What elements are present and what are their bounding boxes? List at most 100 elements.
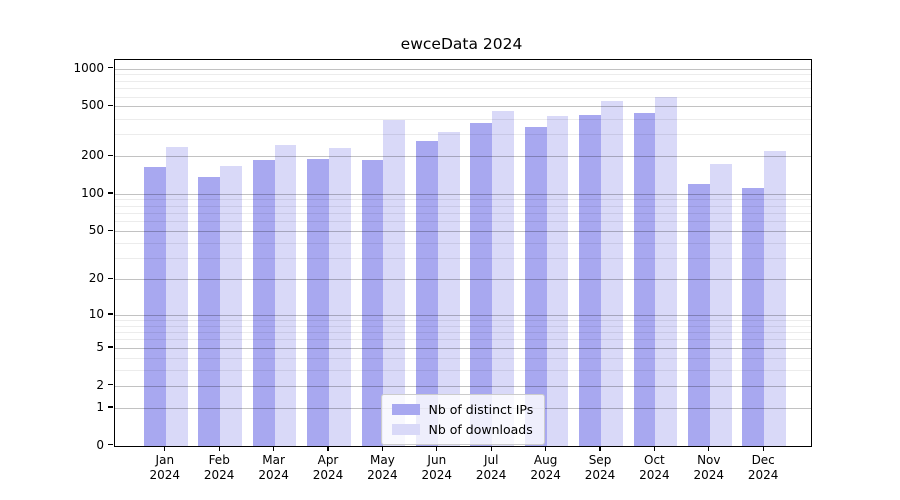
x-tick-label-nov: Nov 2024 [681, 453, 737, 484]
bar-ips-feb [198, 177, 221, 446]
bar-downloads-feb [220, 166, 242, 446]
y-tick-mark-2 [108, 384, 113, 386]
y-tick-mark-5 [108, 346, 113, 348]
month-year: 2024 [312, 468, 344, 482]
month-year: 2024 [693, 468, 725, 482]
month-name: May [369, 452, 395, 467]
x-tick-mark-jan [164, 445, 166, 451]
month-name: Jan [155, 452, 175, 467]
x-tick-mark-mar [272, 445, 275, 451]
legend-swatch-distinct-ips [391, 404, 420, 415]
legend: Nb of distinct IPs Nb of downloads [380, 394, 546, 445]
x-tick-mark-jul [490, 445, 492, 451]
month-name: Feb [208, 452, 230, 467]
x-tick-label-dec: Dec 2024 [735, 453, 791, 484]
y-tick-label-20: 20 [88, 271, 104, 286]
x-tick-label-aug: Aug 2024 [518, 453, 574, 484]
x-tick-label-feb: Feb 2024 [191, 453, 247, 484]
legend-label-downloads: Nb of downloads [428, 422, 533, 437]
bar-downloads-may [383, 119, 406, 446]
x-tick-label-jan: Jan 2024 [137, 453, 193, 484]
bar-downloads-nov [709, 163, 732, 446]
y-tick-mark-100 [108, 192, 113, 194]
x-tick-mark-sep [599, 445, 601, 451]
x-tick-label-jul: Jul 2024 [463, 453, 519, 484]
y-tick-label-0: 0 [96, 437, 104, 452]
bar-downloads-sep [601, 101, 623, 446]
month-name: Apr [317, 452, 339, 467]
x-tick-mark-oct [653, 445, 656, 451]
bar-ips-dec [742, 187, 765, 446]
x-tick-label-mar: Mar 2024 [246, 453, 302, 484]
bar-ips-sep [579, 114, 601, 446]
x-tick-label-may: May 2024 [354, 453, 410, 484]
plot-area: Nb of distinct IPs Nb of downloads [113, 59, 812, 447]
month-name: Dec [751, 452, 775, 467]
month-name: Sep [588, 452, 612, 467]
y-tick-label-200: 200 [81, 148, 104, 163]
month-year: 2024 [584, 468, 616, 482]
x-tick-mark-may [381, 445, 384, 451]
y-tick-mark-0 [108, 444, 113, 446]
chart-title: ewceData 2024 [400, 35, 523, 53]
month-year: 2024 [203, 468, 235, 482]
x-tick-mark-feb [218, 445, 220, 451]
bar-downloads-dec [764, 151, 786, 446]
bar-ips-may [361, 159, 384, 446]
y-tick-label-2: 2 [96, 377, 104, 392]
bar-downloads-jan [165, 147, 188, 446]
y-tick-mark-500 [108, 104, 113, 107]
month-year: 2024 [639, 468, 670, 482]
x-tick-mark-aug [544, 445, 547, 451]
bar-ips-apr [307, 159, 329, 446]
month-name: Jun [427, 452, 447, 467]
bar-ips-aug [524, 126, 547, 446]
x-tick-label-sep: Sep 2024 [572, 453, 628, 484]
y-tick-mark-1 [108, 406, 113, 408]
y-tick-mark-20 [108, 277, 113, 280]
bar-ips-mar [252, 160, 275, 446]
bar-ips-jul [470, 123, 493, 446]
month-year: 2024 [258, 468, 289, 482]
month-year: 2024 [367, 468, 398, 482]
month-year: 2024 [530, 468, 561, 482]
legend-entry-distinct-ips: Nb of distinct IPs [391, 401, 533, 418]
x-tick-mark-dec [762, 445, 764, 451]
y-tick-label-1000: 1000 [73, 60, 104, 75]
y-tick-label-5: 5 [96, 339, 104, 354]
bar-ips-oct [633, 113, 656, 446]
bar-downloads-mar [274, 145, 297, 446]
y-tick-mark-1000 [108, 67, 113, 69]
y-tick-mark-200 [108, 154, 113, 157]
y-tick-label-10: 10 [88, 306, 104, 321]
month-name: Nov [697, 452, 721, 467]
y-tick-mark-50 [108, 229, 113, 231]
month-year: 2024 [475, 468, 507, 482]
month-name: Mar [262, 452, 285, 467]
x-tick-label-oct: Oct 2024 [626, 453, 682, 484]
y-tick-label-1: 1 [96, 399, 104, 414]
bar-downloads-aug [546, 115, 569, 446]
bar-ips-nov [688, 183, 710, 446]
bar-downloads-oct [655, 96, 678, 446]
bar-downloads-apr [329, 147, 351, 446]
x-tick-mark-apr [327, 445, 329, 451]
x-tick-mark-jun [436, 445, 438, 451]
month-name: Aug [533, 452, 558, 467]
month-name: Oct [644, 452, 665, 467]
y-tick-label-100: 100 [81, 185, 104, 200]
bar-downloads-jun [437, 132, 460, 446]
legend-entry-downloads: Nb of downloads [391, 421, 534, 438]
y-tick-mark-10 [108, 313, 113, 315]
bars-layer [115, 60, 812, 446]
y-tick-label-50: 50 [88, 223, 104, 237]
bar-downloads-jul [492, 110, 514, 446]
x-tick-mark-nov [708, 445, 710, 451]
bar-ips-jun [416, 140, 438, 446]
legend-swatch-downloads [391, 424, 420, 435]
x-tick-label-apr: Apr 2024 [300, 453, 356, 484]
month-year: 2024 [421, 468, 453, 482]
x-tick-label-jun: Jun 2024 [409, 453, 465, 484]
bar-ips-jan [144, 166, 166, 446]
